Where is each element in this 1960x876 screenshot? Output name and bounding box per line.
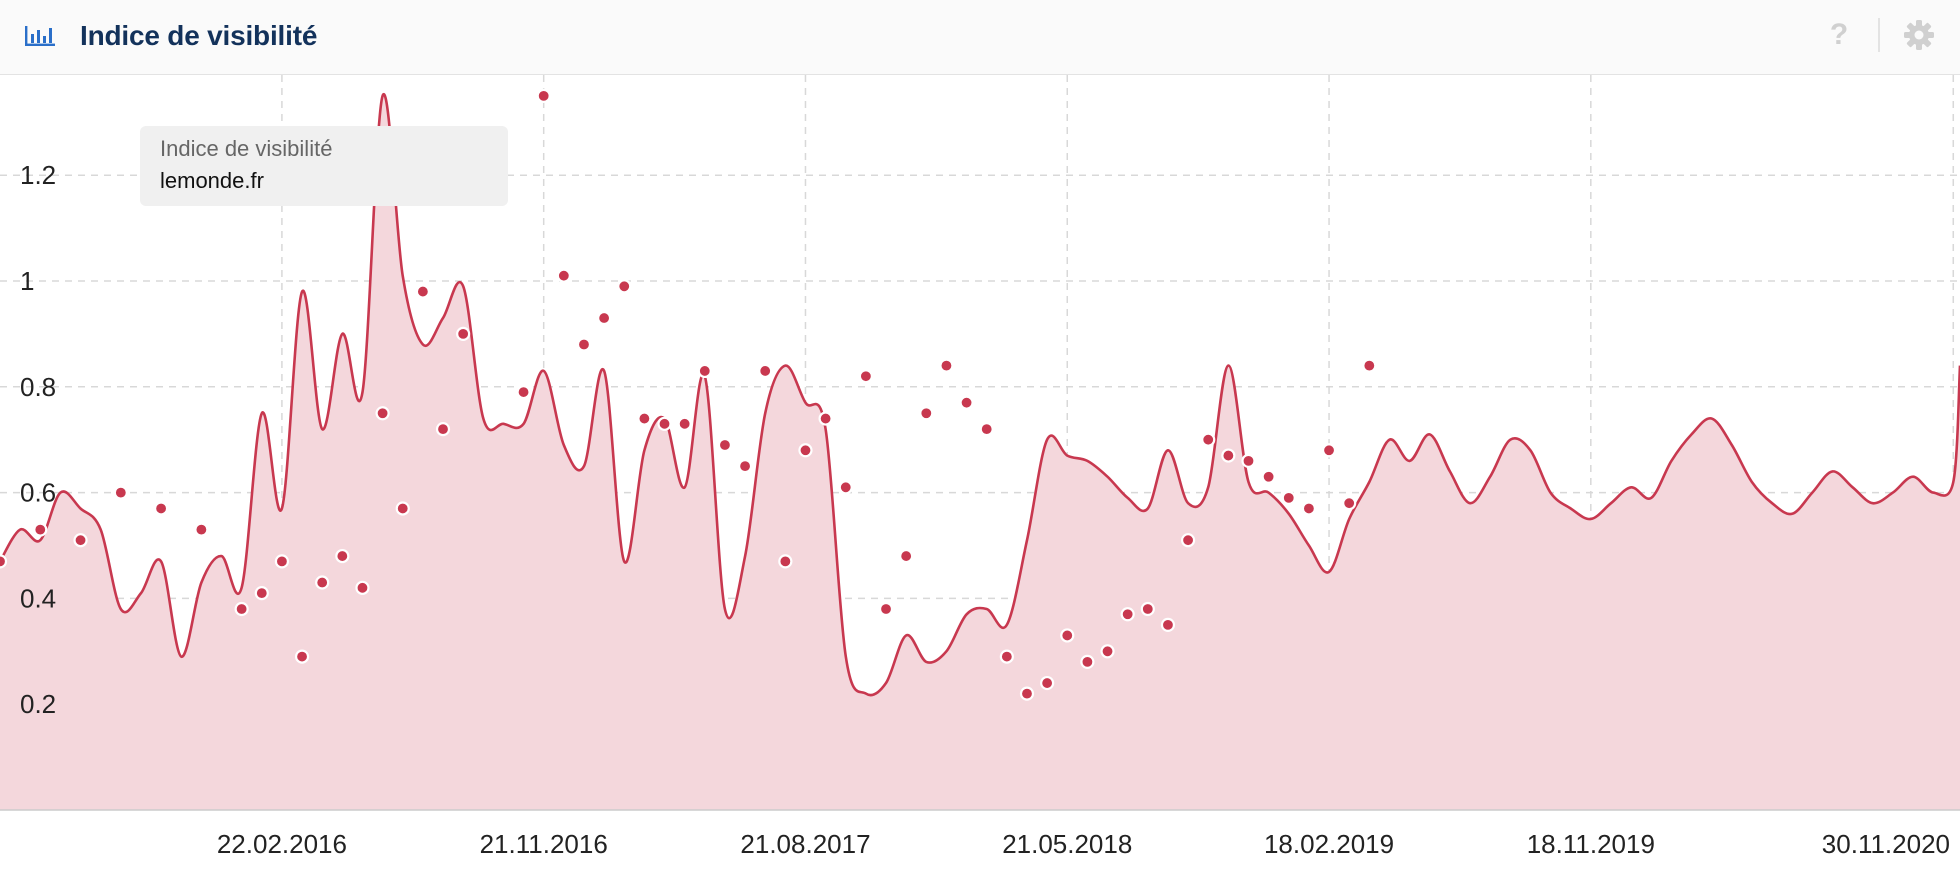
data-point [254,586,269,601]
bar-chart-icon [25,26,55,46]
data-point [778,554,793,569]
panel-header: Indice de visibilité ? [0,0,1960,75]
legend: Indice de visibilité lemonde.fr [140,126,508,206]
legend-series-label: lemonde.fr [160,168,264,193]
data-point [294,649,310,664]
data-point [597,310,612,326]
data-point [1120,607,1135,622]
data-point [1261,469,1276,484]
visibility-chart: 22.02.2016 21.11.2016 21.08.2017 21.05.2018… [0,75,1960,859]
data-point [919,406,934,421]
data-point [113,485,128,500]
x-tick-label: 21.08.2017 [740,829,870,859]
y-tick-label: 0.8 [20,372,56,402]
y-tick-label: 1 [20,266,34,296]
data-point [999,649,1014,664]
data-point [435,422,451,437]
data-point [274,554,290,569]
data-point [1100,644,1115,659]
data-point [33,522,48,537]
header-divider [1878,18,1880,52]
data-point [677,416,692,431]
data-point [1362,358,1377,373]
y-tick-label: 0.4 [20,583,56,613]
data-point [335,548,350,564]
x-tick-label: 22.02.2016 [217,829,347,859]
data-point [576,337,592,352]
data-point [234,601,249,617]
data-point [617,279,632,294]
data-point [737,459,753,474]
x-axis: 22.02.2016 21.11.2016 21.08.2017 21.05.2018… [0,809,1960,859]
data-point [73,533,88,548]
data-point [375,406,390,421]
data-point [1281,490,1296,505]
data-point [1160,617,1176,632]
data-point [657,416,672,431]
y-tick-label: 0.6 [20,478,56,508]
data-point [1019,686,1035,701]
series-area [0,94,1960,811]
gear-icon[interactable] [1902,18,1936,52]
legend-title: Indice de visibilité [160,136,333,161]
data-point [1241,453,1256,468]
data-point [899,548,914,564]
data-point [818,411,833,426]
data-point [355,580,370,595]
y-tick-label: 0.2 [20,689,56,719]
data-point [1040,675,1055,691]
data-point [758,363,773,379]
data-point [798,443,813,458]
data-point [878,601,894,617]
area-layer [0,92,1960,811]
data-point [194,522,209,537]
data-point [315,575,330,590]
data-point [858,369,873,384]
y-axis: 0.2 0.4 0.6 0.8 1 1.2 [20,160,56,719]
x-tick-label: 18.02.2019 [1264,829,1394,859]
data-point [153,501,169,516]
data-point [838,480,853,495]
data-point [1342,496,1357,511]
help-icon[interactable]: ? [1829,18,1849,51]
data-point [556,268,571,283]
series-line [0,92,1960,697]
data-point [415,284,430,299]
x-tick-label: 30.11.2020 [1822,829,1950,859]
data-point [959,395,974,410]
data-point [1140,601,1155,617]
x-tick-label: 18.11.2019 [1527,829,1655,859]
page-title: Indice de visibilité [80,20,318,51]
data-point [939,358,954,373]
data-point [1180,533,1196,548]
data-point [536,88,551,103]
data-point [717,437,733,453]
data-point [979,422,994,437]
data-point [1321,443,1337,458]
data-point [1221,448,1236,463]
data-point [516,384,531,400]
data-point [697,363,712,379]
data-point [1080,654,1095,669]
data-point [0,554,8,569]
data-point [395,501,410,516]
y-tick-label: 1.2 [20,160,56,190]
data-point [1301,501,1317,516]
x-tick-label: 21.11.2016 [480,829,608,859]
marker-layer [0,88,1377,701]
data-point [1201,432,1216,447]
data-point [637,411,652,426]
data-point [456,326,471,341]
x-tick-label: 21.05.2018 [1002,829,1132,859]
data-point [1060,628,1075,643]
